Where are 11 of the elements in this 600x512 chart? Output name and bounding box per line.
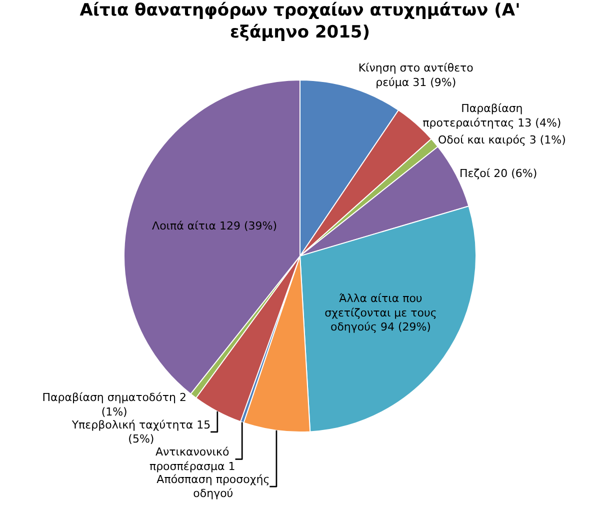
slice-label: Παραβίαση σηματοδότη 2 (1%) [42, 390, 186, 418]
slice-label: Παραβίαση προτεραιότητας 13 (4%) [422, 102, 562, 130]
slice-label: Λοιπά αίτια 129 (39%) [152, 220, 277, 233]
slice-label: Άλλα αίτια που σχετίζονται με τους οδηγούς 94 (29%) [324, 292, 437, 334]
slice-label: Υπερβολική ταχύτητα 15 (5%) [70, 418, 211, 446]
chart-title: Αίτια θανατηφόρων τροχαίων ατυχημάτων (Α' εξάμηνο 2015) [80, 0, 520, 42]
slice-label: Απόσπαση προσοχής οδηγού [156, 472, 270, 500]
slice-label: Κίνηση στο αντίθετο ρεύμα 31 (9%) [358, 62, 474, 89]
slice-label: Πεζοί 20 (6%) [459, 167, 538, 180]
slice-label: Οδοί και καιρός 3 (1%) [438, 134, 566, 147]
slice-label: Αντικανονικό προσπέρασμα 1 [149, 446, 236, 473]
